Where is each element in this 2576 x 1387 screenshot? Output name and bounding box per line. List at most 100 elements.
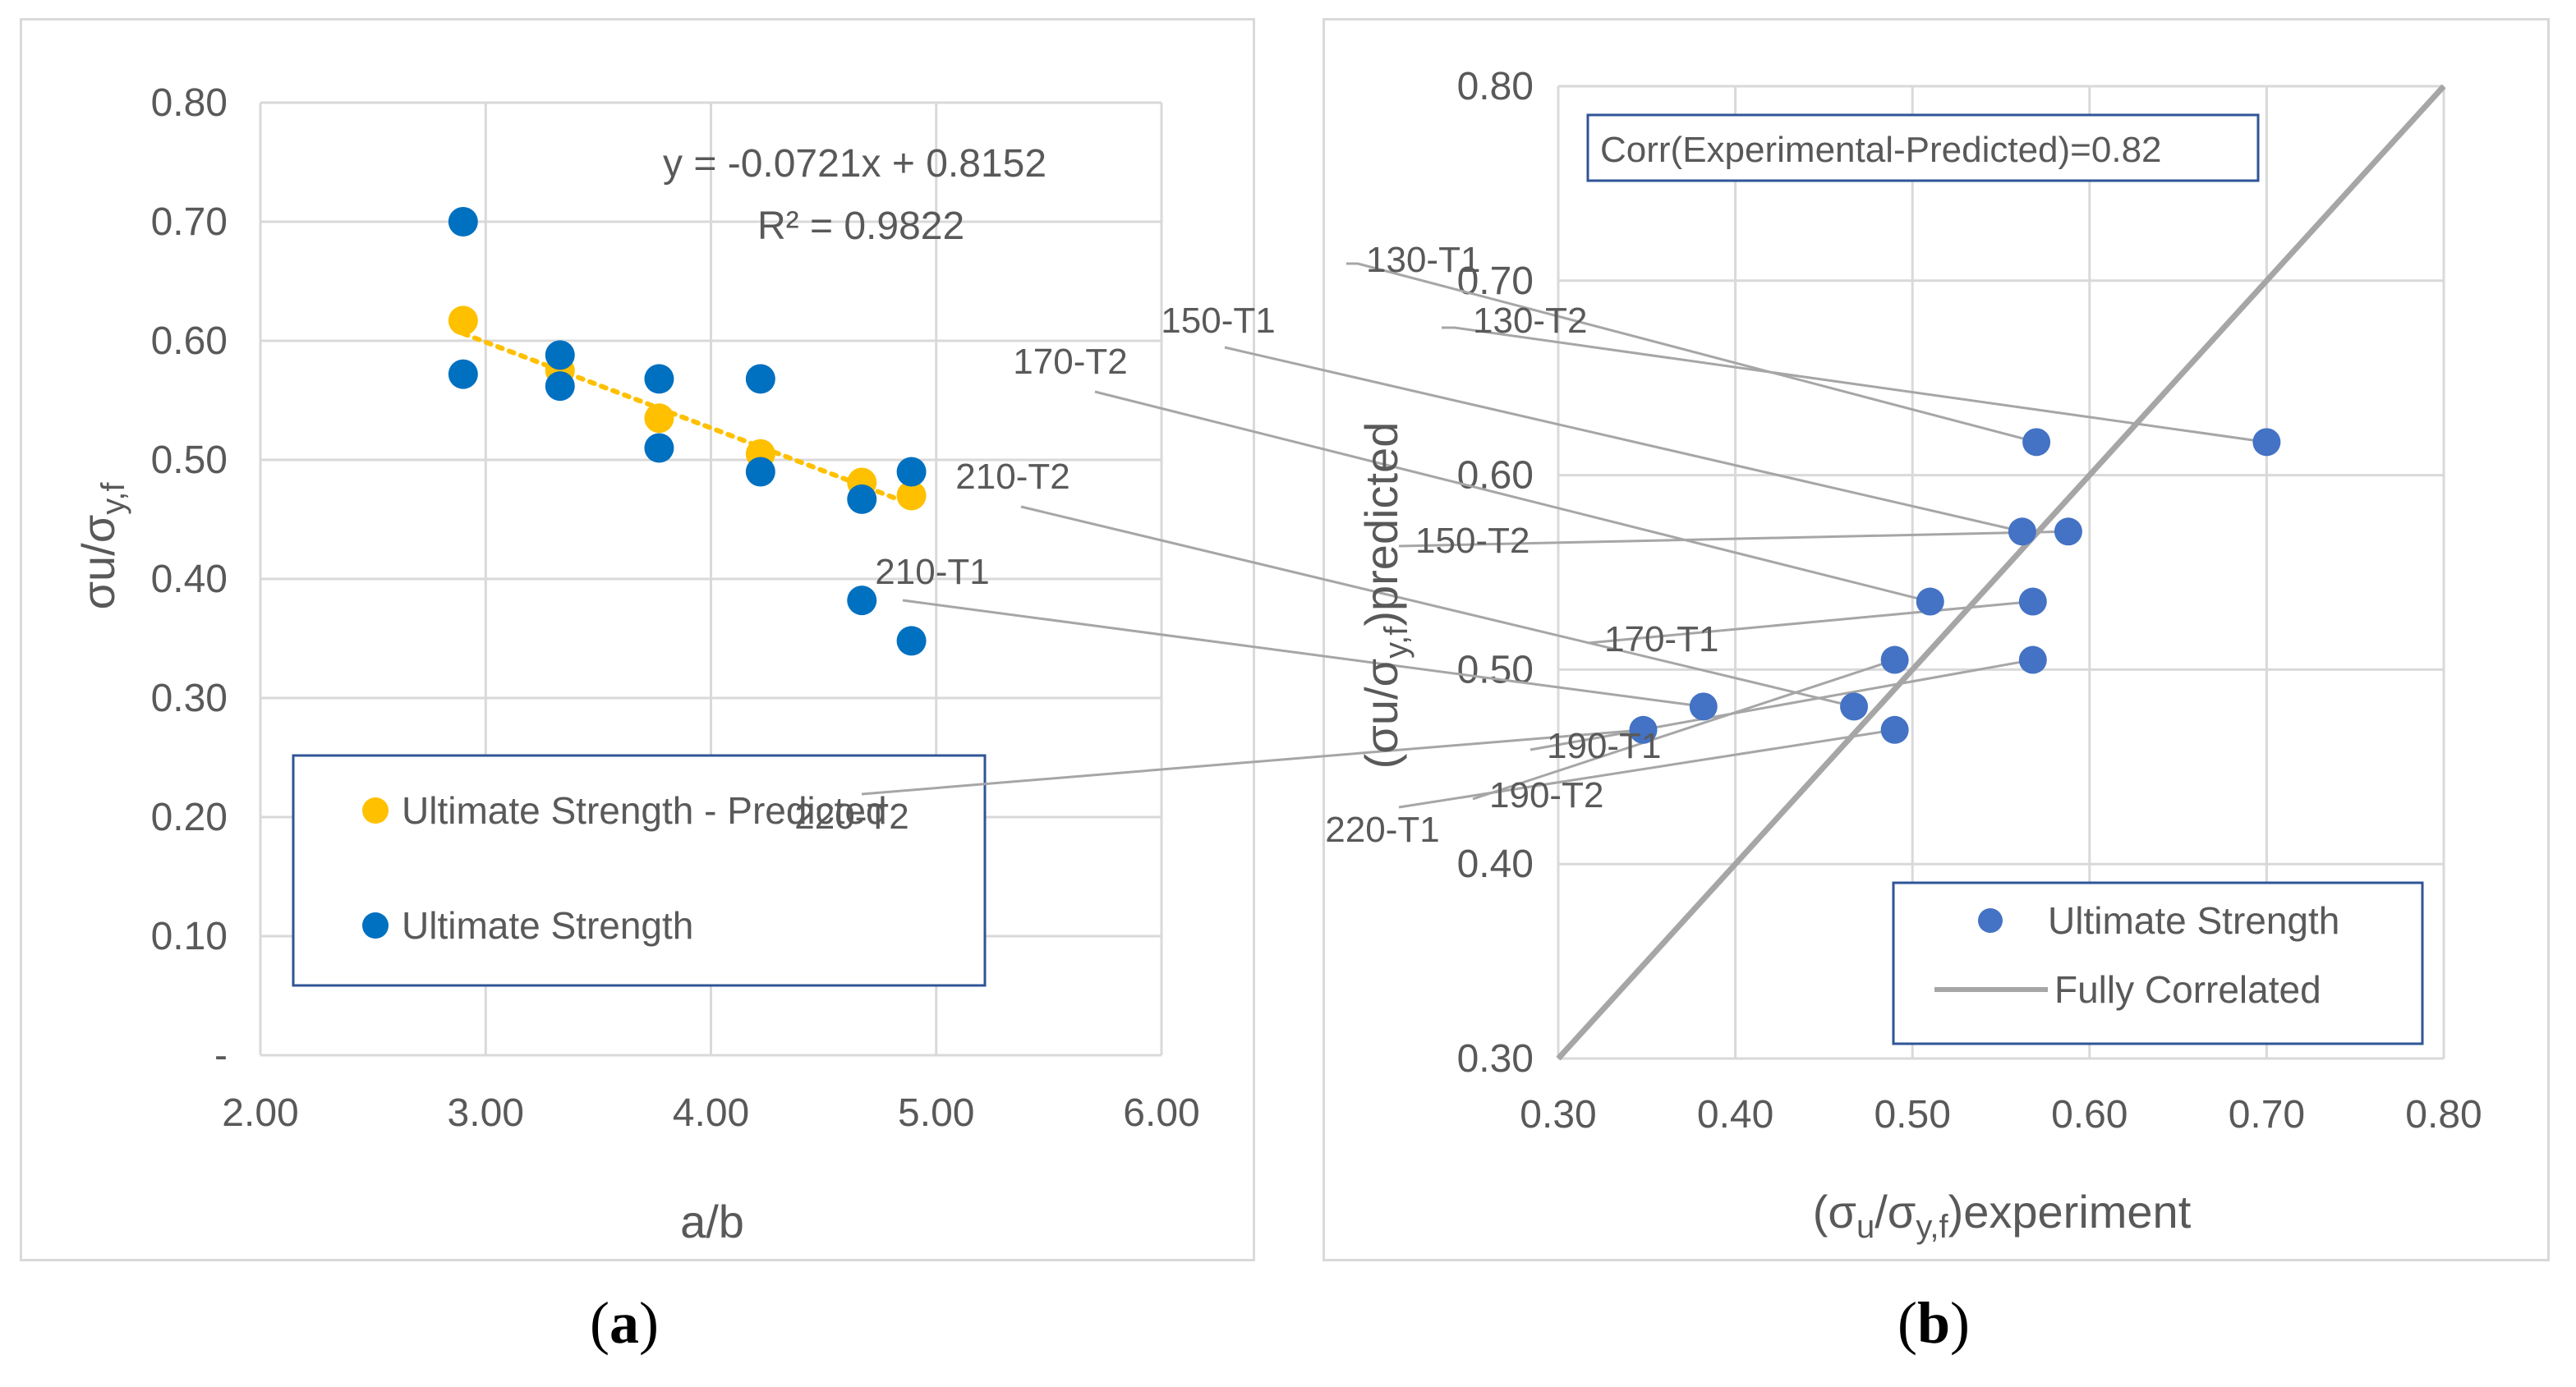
- data-point-ultimate: [644, 433, 674, 463]
- data-point-ultimate: [2018, 587, 2047, 616]
- data-point-ultimate: [1629, 715, 1658, 744]
- data-point-ultimate: [745, 457, 775, 487]
- y-tick-label-b: 0.70: [1457, 259, 1534, 303]
- x-tick-label-b: 0.50: [1874, 1093, 1950, 1137]
- y-axis-title-b-post: )predicted: [1355, 422, 1407, 627]
- legend-b: Ultimate Strength Fully Correlated: [1892, 881, 2424, 1045]
- legend-a-label-ultimate: Ultimate Strength: [402, 904, 693, 947]
- chart-a-svg: - 0.10 0.20 0.30 0.40 0.50 0.60 0.70 0.80 2.00 3.0…: [72, 81, 1200, 1247]
- data-point-ultimate: [2252, 428, 2281, 457]
- data-point-predicted: [644, 403, 674, 434]
- data-point-ultimate: [2054, 517, 2082, 546]
- data-point-ultimate: [1689, 692, 1718, 721]
- data-point-ultimate: [2022, 428, 2051, 457]
- correlation-annotation: Corr(Experimental-Predicted)=0.82: [1586, 113, 2260, 182]
- leader-line: [1587, 600, 2033, 645]
- data-point-predicted: [896, 480, 927, 511]
- y-axis-title-a-main: σu/σ: [72, 515, 124, 610]
- point-label: 170-T2: [1013, 342, 1127, 382]
- legend-b-label-ultimate: Ultimate Strength: [2048, 899, 2339, 942]
- fully-correlated-line: [1556, 84, 2446, 1061]
- svg-text:(σu/σy,f)predicted: (σu/σy,f)predicted: [1355, 422, 1414, 769]
- svg-text:σu/σy,f: σu/σy,f: [72, 482, 131, 610]
- y-tick-label-b: 0.50: [1457, 648, 1534, 691]
- y-tick-label-a: 0.60: [151, 319, 228, 363]
- x-axis-title-b-sub1: u: [1856, 1209, 1874, 1245]
- leader-line: [1530, 659, 2034, 751]
- point-label: 150-T1: [1161, 301, 1275, 341]
- y-axis-title-b: (σu/σy,f)predicted: [1355, 422, 1414, 769]
- point-label: 130-T1: [1366, 240, 1480, 280]
- chart-a-panel: - 0.10 0.20 0.30 0.40 0.50 0.60 0.70 0.80 2.00 3.0…: [20, 18, 1255, 1261]
- data-point-ultimate: [448, 207, 478, 237]
- x-tick-label-b: 0.40: [1697, 1093, 1773, 1137]
- y-tick-label-b: 0.40: [1457, 843, 1534, 886]
- x-tick-label-b: 0.60: [2051, 1093, 2128, 1137]
- leader-line: [1398, 728, 1895, 809]
- data-point-ultimate: [448, 359, 478, 389]
- point-label: 170-T1: [1604, 619, 1718, 659]
- y-tick-label-a: 0.70: [151, 200, 228, 244]
- y-tick-label-b: 0.30: [1457, 1037, 1534, 1081]
- leader-line: [1094, 390, 1931, 603]
- y-tick-label-b: 0.60: [1457, 454, 1534, 498]
- x-tick-label-b: 0.30: [1520, 1093, 1596, 1137]
- x-axis-title-b-sub2: y,f: [1916, 1209, 1948, 1245]
- data-point-ultimate: [1880, 645, 1909, 674]
- y-tick-label-a: 0.80: [151, 81, 228, 125]
- legend-b-marker-ultimate: [1978, 908, 2003, 933]
- y-axis-title-b-pre: (σu/σ: [1355, 659, 1407, 769]
- y-tick-label-a: 0.50: [151, 439, 228, 482]
- point-label: 150-T2: [1415, 521, 1530, 561]
- leader-line: [1224, 346, 2023, 533]
- x-tick-label-b: 0.70: [2229, 1093, 2305, 1137]
- legend-b-box: [1892, 881, 2424, 1045]
- x-axis-title-b: (σu/σy,f)experiment: [1813, 1186, 2192, 1245]
- x-axis-title-a: a/b: [680, 1196, 744, 1247]
- data-point-ultimate: [2018, 645, 2047, 674]
- x-tick-label-a: 4.00: [673, 1091, 749, 1135]
- leader-line: [1346, 262, 2037, 443]
- x-tick-label-a: 3.00: [448, 1091, 524, 1135]
- point-label: 210-T1: [875, 552, 989, 592]
- y-axis-title-a-sub: y,f: [95, 482, 131, 515]
- y-axis-title-b-sub: y,f: [1378, 626, 1414, 659]
- x-axis-title-b-post: )experiment: [1948, 1186, 2192, 1238]
- point-label: 210-T2: [955, 457, 1070, 497]
- x-axis-title-b-pre: (σ: [1813, 1186, 1856, 1238]
- leader-line: [1472, 659, 1896, 801]
- caption-b: (b): [1898, 1290, 1971, 1356]
- correlation-box: [1586, 113, 2260, 182]
- legend-b-label-fully-correlated: Fully Correlated: [2054, 968, 2321, 1011]
- leader-line: [1398, 530, 2068, 548]
- x-tick-label-a: 5.00: [898, 1091, 974, 1135]
- legend-a: Ultimate Strength - Predicted Ultimate S…: [292, 754, 987, 987]
- caption-a: (a): [590, 1290, 659, 1356]
- y-axis-title-a: σu/σy,f: [72, 482, 131, 610]
- leader-line: [902, 599, 1704, 708]
- data-point-ultimate: [644, 364, 674, 394]
- data-point-ultimate: [896, 626, 927, 656]
- correlation-text: Corr(Experimental-Predicted)=0.82: [1600, 130, 2162, 170]
- y-tick-label-a: 0.10: [151, 915, 228, 958]
- r-squared-label: R² = 0.9822: [757, 204, 964, 248]
- data-point-predicted: [448, 305, 478, 336]
- y-tick-label-a: 0.40: [151, 558, 228, 601]
- x-axis-title-b-mid: /σ: [1874, 1186, 1916, 1238]
- data-point-ultimate: [2008, 517, 2036, 546]
- x-tick-label-a: 6.00: [1123, 1091, 1199, 1135]
- leader-line: [1020, 505, 1855, 708]
- data-point-ultimate: [1880, 715, 1909, 744]
- point-label: 130-T2: [1473, 301, 1587, 341]
- legend-a-label-predicted: Ultimate Strength - Predicted: [402, 789, 887, 832]
- caption-b-letter: b: [1916, 1290, 1951, 1356]
- data-point-ultimate: [847, 586, 877, 616]
- equation-label: y = -0.0721x + 0.8152: [663, 142, 1046, 186]
- y-tick-label-a: 0.30: [151, 677, 228, 720]
- trendline-a: [460, 331, 914, 507]
- data-point-ultimate: [896, 457, 927, 487]
- y-tick-label-a: 0.20: [151, 796, 228, 839]
- point-label: 190-T2: [1489, 775, 1603, 815]
- x-tick-label-b: 0.80: [2405, 1093, 2482, 1137]
- caption-a-letter: a: [609, 1290, 639, 1356]
